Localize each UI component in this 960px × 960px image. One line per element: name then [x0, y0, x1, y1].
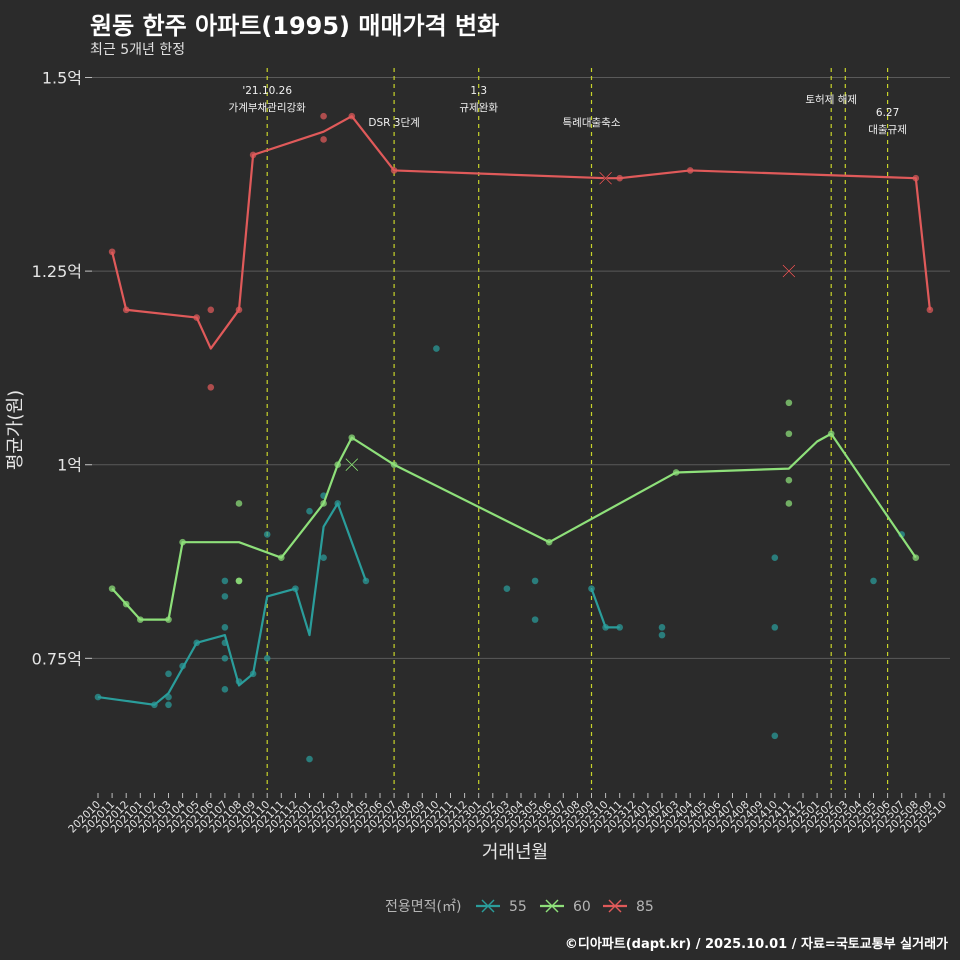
- legend-title: 전용면적(㎡): [385, 899, 461, 915]
- chart-title: 원동 한주 아파트(1995) 매매가격 변화: [90, 12, 500, 40]
- data-point: [531, 616, 539, 623]
- data-point: [207, 383, 215, 391]
- data-point: [108, 248, 116, 256]
- data-point: [785, 430, 793, 438]
- source-caption: ©디아파트(dapt.kr) / 2025.10.01 / 자료=국토교통부 실…: [564, 937, 948, 952]
- data-point: [263, 655, 271, 662]
- data-point: [531, 577, 539, 585]
- gridlines: [85, 76, 950, 659]
- legend-item-85: 85: [603, 899, 654, 915]
- x-axis: 2020102020112020122021012021022021032021…: [66, 793, 949, 835]
- event-annotation: 6.27: [876, 107, 899, 119]
- event-lines: [266, 68, 889, 790]
- y-axis-label: 평균가(원): [5, 390, 26, 470]
- series-line: [97, 502, 367, 706]
- data-point: [785, 500, 793, 507]
- y-tick-label: 1.25억: [32, 262, 82, 281]
- cross-stroke: [345, 458, 359, 472]
- series-line: [111, 115, 931, 350]
- y-tick-label: 0.75억: [32, 649, 82, 668]
- legend-swatch-cross: [608, 899, 622, 913]
- data-point: [320, 136, 327, 143]
- data-point: [870, 577, 877, 585]
- data-point: [771, 732, 779, 740]
- data-point: [207, 306, 215, 314]
- series-line: [590, 588, 620, 629]
- series-55: [94, 345, 905, 763]
- series-layer: [94, 112, 934, 763]
- data-point: [221, 686, 229, 693]
- series-60: [108, 399, 920, 623]
- legend-label: 85: [636, 899, 654, 915]
- data-point: [263, 531, 271, 538]
- series-85: [108, 112, 934, 391]
- x-axis-label: 거래년월: [482, 842, 548, 863]
- y-axis: 0.75억 1억 1.25억 1.5억: [32, 68, 92, 668]
- data-point: [165, 701, 172, 709]
- cross-stroke: [782, 264, 796, 278]
- y-tick-label: 1.5억: [42, 68, 82, 87]
- data-point: [320, 112, 327, 120]
- event-annotation: 1.3: [470, 85, 487, 97]
- legend-item-60: 60: [540, 899, 591, 915]
- event-annotation: 대출규제: [868, 124, 907, 136]
- series-cross-marker: [345, 458, 359, 472]
- series-line: [111, 432, 917, 621]
- legend-label: 55: [509, 899, 527, 915]
- event-annotation: 특례대출축소: [563, 117, 621, 129]
- event-annotation: DSR 3단계: [368, 117, 419, 129]
- series-cross-marker: [782, 264, 796, 278]
- data-point: [320, 554, 327, 561]
- data-point: [221, 577, 229, 585]
- cross-stroke: [599, 171, 612, 185]
- data-point: [433, 345, 440, 352]
- legend-label: 60: [573, 899, 591, 915]
- data-point: [658, 631, 666, 639]
- event-annotation: 규제완화: [459, 101, 498, 114]
- data-point: [771, 624, 779, 631]
- data-point: [771, 554, 779, 561]
- data-point: [235, 500, 243, 507]
- event-annotation: '21.10.26: [242, 85, 292, 97]
- data-point: [785, 399, 793, 407]
- legend-swatch-cross: [545, 899, 559, 913]
- data-point: [306, 755, 313, 763]
- legend-item-55: 55: [476, 899, 527, 915]
- y-tick-label: 1억: [57, 456, 82, 475]
- data-point: [235, 577, 243, 585]
- legend: 전용면적(㎡) 55 60 85: [385, 899, 654, 915]
- data-point: [785, 476, 793, 484]
- series-cross-marker: [599, 171, 613, 185]
- data-point: [306, 507, 313, 515]
- data-point: [658, 624, 666, 631]
- event-annotation: 가계부채관리강화: [229, 102, 307, 114]
- chart-subtitle: 최근 5개년 한정: [90, 42, 186, 58]
- data-point: [221, 593, 229, 600]
- event-annotation: 토허제 해제: [805, 93, 857, 106]
- data-point: [165, 670, 172, 678]
- legend-swatch-cross: [481, 899, 495, 913]
- data-point: [221, 655, 229, 662]
- data-point: [221, 624, 229, 631]
- data-point: [503, 585, 511, 592]
